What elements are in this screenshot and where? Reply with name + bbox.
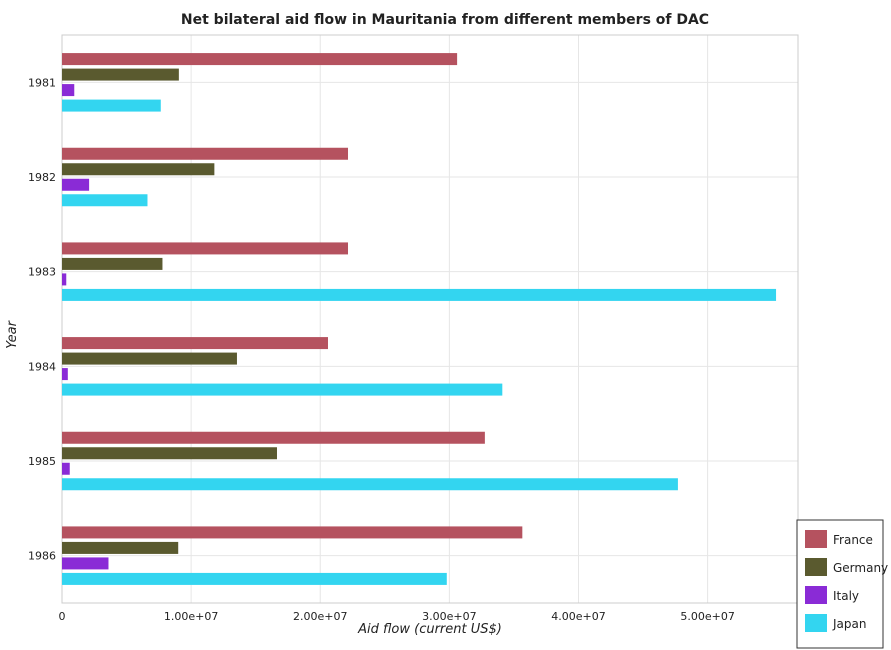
x-tick-label: 1.00e+07	[164, 610, 218, 623]
bar-italy-1986	[62, 557, 109, 570]
legend-label-germany: Germany	[833, 561, 888, 575]
x-axis-label: Aid flow (current US$)	[357, 622, 502, 637]
bar-france-1985	[62, 431, 485, 444]
bar-france-1981	[62, 53, 458, 66]
y-tick-label: 1986	[28, 550, 56, 563]
bar-germany-1985	[62, 447, 277, 460]
grid	[61, 35, 798, 603]
bar-japan-1982	[62, 194, 148, 207]
x-tick-label: 0	[59, 610, 66, 623]
bar-france-1984	[62, 337, 328, 350]
y-tick-label: 1984	[28, 360, 56, 373]
bar-germany-1983	[62, 257, 163, 270]
bar-japan-1986	[62, 572, 447, 585]
legend-label-italy: Italy	[833, 589, 859, 603]
legend-swatch-italy	[805, 586, 827, 604]
legend-swatch-france	[805, 530, 827, 548]
y-axis-ticks: 1981 1982 1983 1984 1985 1986	[28, 76, 56, 562]
x-tick-label: 2.00e+07	[293, 610, 347, 623]
bar-germany-1986	[62, 541, 179, 554]
y-tick-label: 1985	[28, 455, 56, 468]
bar-germany-1981	[62, 68, 179, 81]
legend-label-japan: Japan	[832, 617, 866, 631]
bar-japan-1984	[62, 383, 503, 396]
legend-swatch-germany	[805, 558, 827, 576]
y-tick-label: 1982	[28, 171, 56, 184]
legend-label-france: France	[833, 533, 873, 547]
chart-title: Net bilateral aid flow in Mauritania fro…	[181, 12, 709, 28]
x-tick-label: 5.00e+07	[680, 610, 734, 623]
plot-area	[61, 34, 799, 604]
x-tick-label: 4.00e+07	[551, 610, 605, 623]
bar-italy-1983	[62, 273, 67, 286]
bar-germany-1982	[62, 163, 215, 176]
bar-france-1982	[62, 147, 349, 160]
legend: France Germany Italy Japan	[796, 519, 888, 649]
bar-italy-1984	[62, 368, 68, 381]
bar-france-1986	[62, 526, 523, 539]
bars	[62, 53, 777, 585]
y-tick-label: 1981	[28, 76, 56, 89]
bar-japan-1983	[62, 288, 777, 301]
bar-italy-1982	[62, 178, 90, 191]
bar-france-1983	[62, 242, 349, 255]
bar-japan-1981	[62, 99, 161, 112]
bar-italy-1985	[62, 462, 70, 475]
bar-japan-1985	[62, 478, 678, 491]
bar-germany-1984	[62, 352, 237, 365]
x-tick-label: 3.00e+07	[422, 610, 476, 623]
y-tick-label: 1983	[28, 266, 56, 279]
y-axis-label: Year	[5, 319, 20, 348]
x-axis-ticks: 0 1.00e+07 2.00e+07 3.00e+07 4.00e+07 5.00e+0…	[59, 610, 735, 623]
legend-swatch-japan	[805, 614, 827, 632]
bar-italy-1981	[62, 84, 75, 97]
